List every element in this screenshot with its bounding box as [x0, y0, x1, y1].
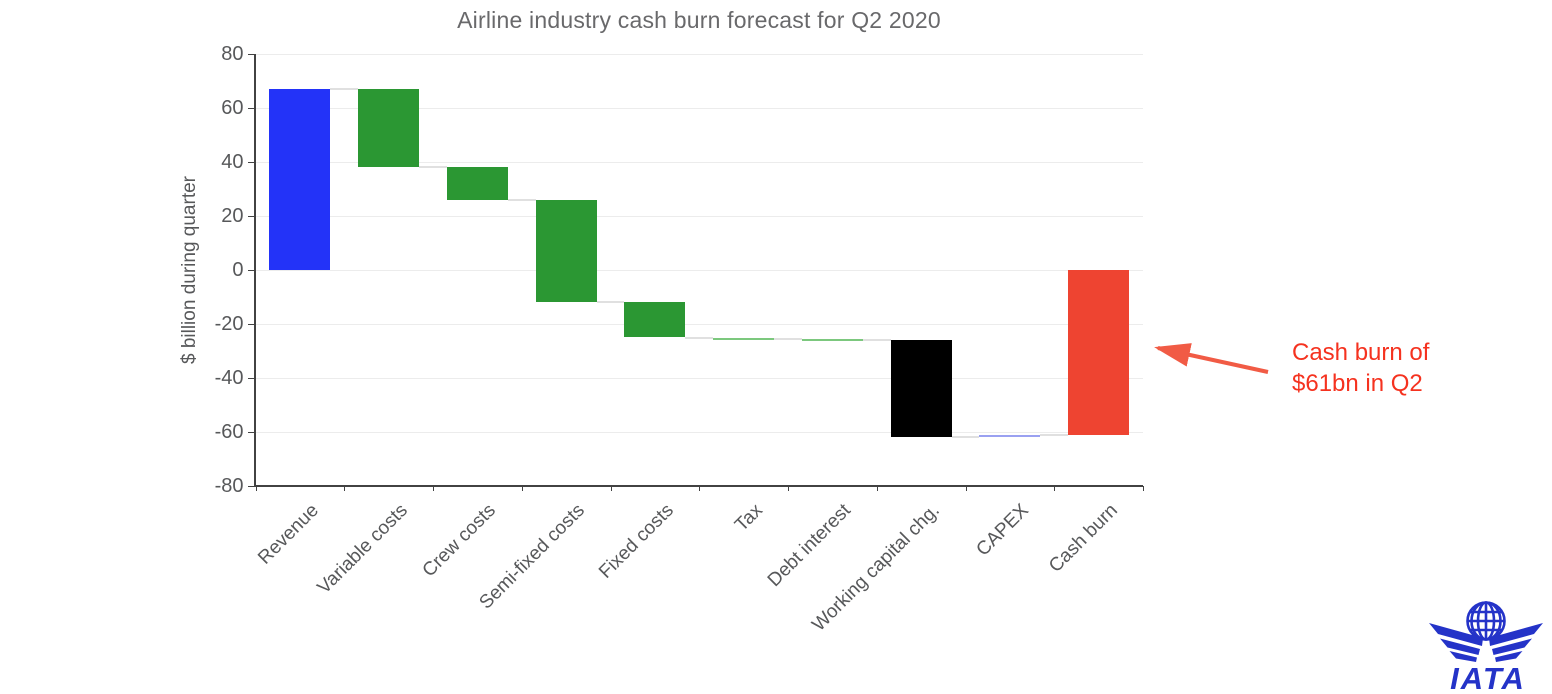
x-axis-tick — [255, 486, 257, 491]
y-axis-tick-label: -20 — [214, 313, 244, 335]
wings-icon — [1429, 623, 1543, 662]
annotation-line-1: Cash burn of — [1292, 339, 1430, 366]
gridline-60 — [255, 108, 1143, 109]
annotation-text: Cash burn of $61bn in Q2 — [1292, 337, 1429, 399]
y-axis-tick-label: -40 — [214, 367, 244, 389]
waterfall-connector — [596, 301, 625, 304]
y-axis-tick — [248, 378, 254, 379]
y-axis-tick-label: 60 — [221, 97, 244, 119]
gridline--20 — [255, 324, 1143, 325]
gridline--40 — [255, 378, 1143, 379]
gridline-40 — [255, 162, 1143, 163]
waterfall-connector — [1040, 433, 1069, 436]
x-axis-tick — [344, 486, 346, 491]
x-axis-tick — [788, 486, 789, 491]
y-axis-tick-label: 0 — [232, 259, 244, 281]
x-axis-tick — [433, 486, 434, 491]
x-axis-tick — [1143, 486, 1144, 491]
bar-revenue — [269, 89, 331, 270]
gridline-20 — [255, 216, 1143, 217]
waterfall-connector — [330, 88, 359, 91]
x-axis-line — [254, 485, 1143, 487]
y-axis-tick-label: 20 — [221, 205, 244, 227]
y-axis-tick — [248, 162, 254, 163]
waterfall-connector — [774, 337, 802, 340]
y-axis-tick — [248, 432, 254, 433]
bar-working-capital-chg — [890, 340, 952, 438]
y-axis-line — [254, 54, 256, 487]
x-axis-label-revenue: Revenue — [254, 500, 323, 569]
bar-capex — [979, 434, 1041, 438]
gridline-0 — [255, 270, 1143, 271]
x-axis-label-fixed-costs: Fixed costs — [594, 500, 678, 583]
x-axis-label-cash-burn: Cash burn — [1044, 500, 1122, 577]
y-axis-tick — [248, 54, 254, 55]
y-axis-tick — [248, 216, 254, 217]
iata-logo: IATA — [1429, 601, 1543, 692]
bar-fixed-costs — [624, 302, 686, 338]
y-axis-tick-label: 40 — [221, 151, 244, 173]
x-axis-tick — [965, 486, 967, 491]
x-axis-tick — [610, 486, 612, 491]
bar-crew-costs — [446, 167, 508, 200]
y-axis-tick — [248, 324, 254, 325]
waterfall-connector — [951, 436, 980, 439]
bar-debt-interest — [801, 338, 863, 342]
bar-cash-burn — [1068, 270, 1130, 435]
waterfall-connector — [685, 336, 714, 339]
gridline-80 — [255, 54, 1143, 55]
waterfall-connector — [419, 166, 447, 169]
iata-logo-text: IATA — [1450, 661, 1526, 692]
gridline--60 — [255, 432, 1143, 433]
x-axis-label-crew-costs: Crew costs — [418, 500, 501, 582]
x-axis-label-variable-costs: Variable costs — [313, 500, 412, 599]
y-axis-tick — [248, 108, 254, 109]
x-axis-label-debt-interest: Debt interest — [764, 500, 856, 592]
y-axis-tick — [248, 486, 254, 487]
y-axis-tick — [248, 270, 254, 271]
x-axis-label-working-capital-chg: Working capital chg. — [808, 500, 944, 636]
waterfall-connector — [507, 198, 536, 201]
globe-icon — [1466, 601, 1506, 641]
x-axis-label-tax: Tax — [730, 500, 767, 536]
bar-semi-fixed-costs — [535, 199, 597, 303]
annotation-line-2: $61bn in Q2 — [1292, 370, 1423, 397]
x-axis-tick — [876, 486, 878, 491]
x-axis-tick — [1054, 486, 1056, 491]
y-axis-tick-label: -60 — [214, 421, 244, 443]
x-axis-label-semi-fixed-costs: Semi-fixed costs — [475, 500, 589, 614]
y-axis-tick-label: -80 — [214, 475, 244, 497]
y-axis-tick-label: 80 — [221, 43, 244, 65]
x-axis-tick — [699, 486, 701, 491]
chart-title: Airline industry cash burn forecast for … — [457, 7, 941, 33]
bar-variable-costs — [358, 89, 420, 168]
bar-tax — [713, 337, 775, 340]
x-axis-tick — [521, 486, 523, 491]
x-axis-label-capex: CAPEX — [972, 500, 1033, 561]
annotation-arrow-icon — [1154, 343, 1269, 374]
waterfall-connector — [862, 339, 891, 342]
